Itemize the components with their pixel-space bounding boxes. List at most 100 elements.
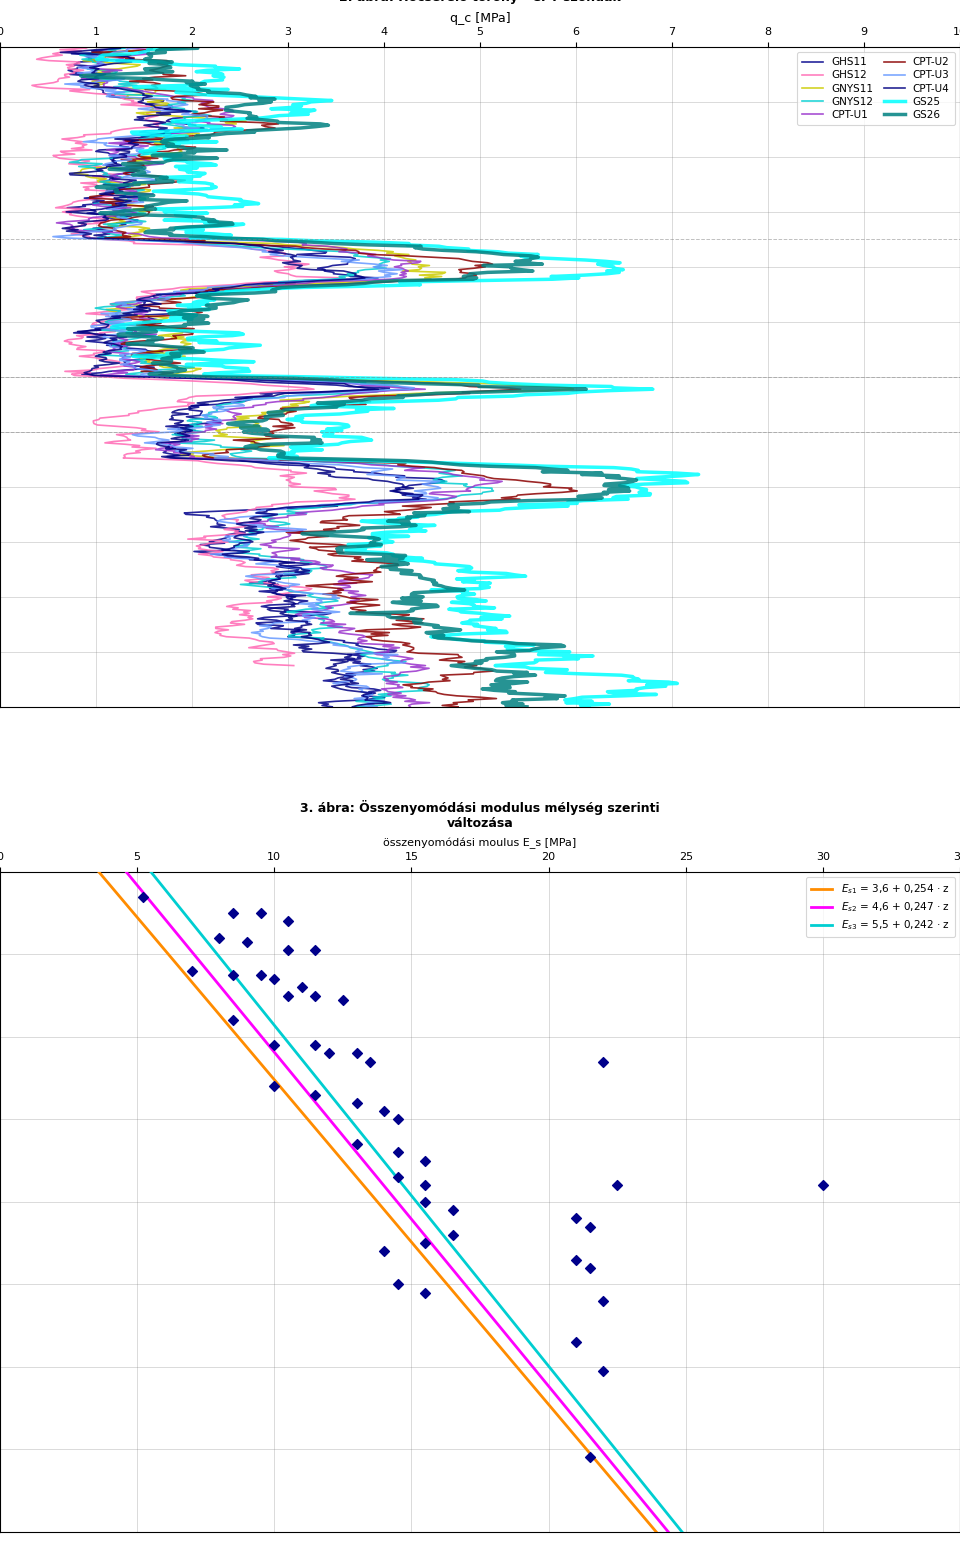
Point xyxy=(280,938,296,963)
CPT-U3 xyxy=(258,516,270,535)
CPT-U1 xyxy=(404,697,416,716)
GHS12 xyxy=(111,294,123,313)
CPT-U2 xyxy=(361,372,372,391)
GS25 xyxy=(367,524,378,542)
Point xyxy=(226,900,241,925)
Point xyxy=(568,1247,584,1272)
Point xyxy=(335,988,350,1013)
Line: GNYS11: GNYS11 xyxy=(74,47,573,460)
Point xyxy=(568,1205,584,1230)
GHS12 xyxy=(59,66,70,84)
CPT-U1 xyxy=(130,38,141,56)
Point xyxy=(444,1222,460,1247)
GS25 xyxy=(239,338,251,356)
E_s1 = 3,6 + 0,254 · z xyxy=(622,1490,634,1508)
Point xyxy=(390,1272,405,1297)
CPT-U4 xyxy=(261,502,273,520)
Legend: GHS11, GHS12, GNYS11, GNYS12, CPT-U1, CPT-U2, CPT-U3, CPT-U4, GS25, GS26: GHS11, GHS12, GNYS11, GNYS12, CPT-U1, CP… xyxy=(797,52,955,125)
GHS11 xyxy=(228,524,239,542)
CPT-U3 xyxy=(372,697,383,716)
Point xyxy=(348,1132,364,1157)
Title: 3. ábra: Összenyomódási modulus mélység szerinti
változása: 3. ábra: Összenyomódási modulus mélység … xyxy=(300,800,660,830)
CPT-U1 xyxy=(258,516,270,535)
Point xyxy=(308,983,324,1008)
CPT-U1 xyxy=(378,667,390,686)
Point xyxy=(596,1049,612,1074)
E_s1 = 3,6 + 0,254 · z xyxy=(197,985,208,1003)
GS26 xyxy=(410,516,421,535)
Point xyxy=(184,958,200,983)
GS25 xyxy=(429,516,441,535)
GS25 xyxy=(627,667,638,686)
Point xyxy=(815,1172,830,1197)
E_s3 = 5,5 + 0,242 · z xyxy=(649,1490,660,1508)
GHS12 xyxy=(288,656,300,675)
E_s1 = 3,6 + 0,254 · z xyxy=(241,1038,252,1057)
E_s1 = 3,6 + 0,254 · z xyxy=(650,1522,661,1541)
Point xyxy=(363,1049,378,1074)
E_s1 = 3,6 + 0,254 · z xyxy=(115,889,127,908)
Point xyxy=(390,1139,405,1164)
Line: E_s1 = 3,6 + 0,254 · z: E_s1 = 3,6 + 0,254 · z xyxy=(99,872,656,1532)
E_s2 = 4,6 + 0,247 · z xyxy=(265,1038,276,1057)
GHS11 xyxy=(340,667,351,686)
CPT-U4 xyxy=(348,667,359,686)
Point xyxy=(308,938,324,963)
Point xyxy=(226,1008,241,1033)
CPT-U2 xyxy=(138,38,150,56)
X-axis label: összenyomódási moulus E_s [MPa]: összenyomódási moulus E_s [MPa] xyxy=(383,838,577,849)
E_s2 = 4,6 + 0,247 · z xyxy=(153,902,164,921)
Point xyxy=(308,1033,324,1058)
CPT-U2 xyxy=(439,667,450,686)
Legend: $E_{s1}$ = 3,6 + 0,254 · z, $E_{s2}$ = 4,6 + 0,247 · z, $E_{s3}$ = 5,5 + 0,242 ·: $E_{s1}$ = 3,6 + 0,254 · z, $E_{s2}$ = 4… xyxy=(806,877,955,938)
E_s3 = 5,5 + 0,242 · z xyxy=(286,1038,298,1057)
GNYS12 xyxy=(281,502,293,520)
GNYS11 xyxy=(187,363,199,381)
CPT-U3 xyxy=(252,502,264,520)
GNYS12 xyxy=(252,524,263,542)
Line: GS25: GS25 xyxy=(96,47,699,706)
E_s2 = 4,6 + 0,247 · z xyxy=(120,863,132,882)
Point xyxy=(390,1107,405,1132)
Point xyxy=(582,1444,597,1469)
CPT-U4 xyxy=(238,516,250,535)
GHS11 xyxy=(127,38,138,56)
GS25 xyxy=(477,372,489,391)
GHS11 xyxy=(326,697,338,716)
Point xyxy=(267,1033,282,1058)
Point xyxy=(252,900,268,925)
CPT-U2 xyxy=(379,502,391,520)
GHS12 xyxy=(71,128,83,147)
GS26 xyxy=(509,667,520,686)
E_s2 = 4,6 + 0,247 · z xyxy=(221,985,232,1003)
GHS11 xyxy=(203,502,214,520)
Point xyxy=(376,1099,392,1124)
GHS12 xyxy=(231,556,243,575)
CPT-U4 xyxy=(116,338,128,356)
GS25 xyxy=(446,502,458,520)
Point xyxy=(239,930,254,955)
Point xyxy=(252,963,268,988)
GS26 xyxy=(297,524,308,542)
GNYS12 xyxy=(273,516,284,535)
Line: CPT-U1: CPT-U1 xyxy=(57,47,502,706)
GNYS12 xyxy=(116,38,128,56)
Point xyxy=(418,1172,433,1197)
Point xyxy=(582,1214,597,1239)
GHS12 xyxy=(244,375,255,394)
E_s2 = 4,6 + 0,247 · z xyxy=(662,1522,674,1541)
GNYS12 xyxy=(349,697,361,716)
Point xyxy=(322,1041,337,1066)
Line: CPT-U3: CPT-U3 xyxy=(53,47,441,706)
Line: CPT-U4: CPT-U4 xyxy=(60,47,422,706)
CPT-U2 xyxy=(300,524,311,542)
GS26 xyxy=(521,697,533,716)
E_s1 = 3,6 + 0,254 · z xyxy=(127,902,138,921)
CPT-U2 xyxy=(158,338,170,356)
Line: GNYS12: GNYS12 xyxy=(69,47,493,706)
CPT-U4 xyxy=(347,697,358,716)
Point xyxy=(582,1255,597,1280)
GS26 xyxy=(464,502,475,520)
CPT-U2 xyxy=(452,697,464,716)
Point xyxy=(267,966,282,991)
